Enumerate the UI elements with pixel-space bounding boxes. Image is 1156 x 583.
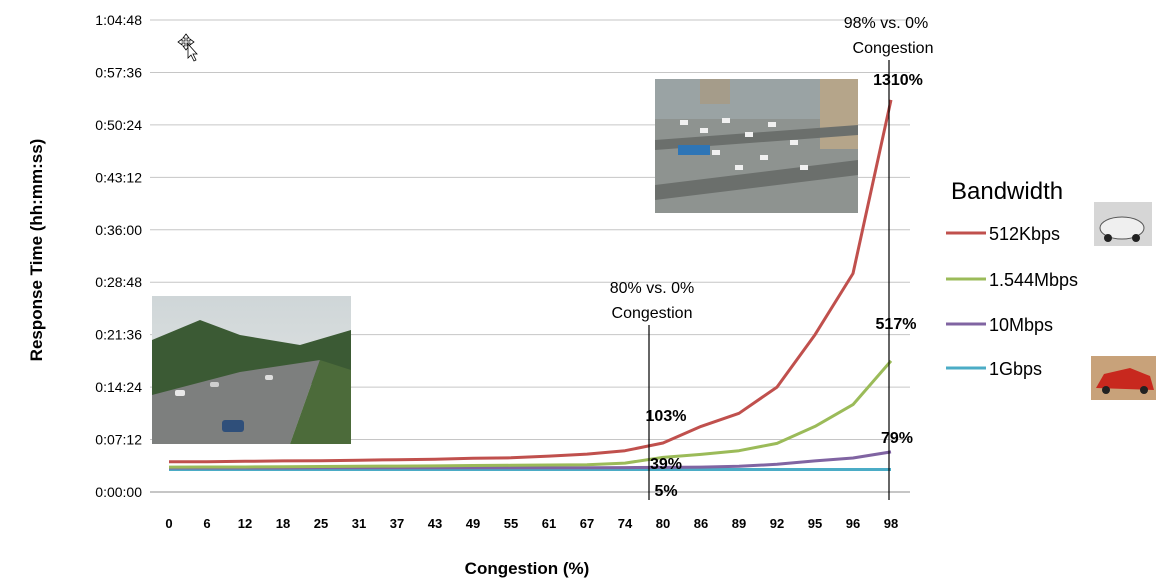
y-tick-label: 0:28:48 [95,274,142,290]
y-tick-label: 1:04:48 [95,12,142,28]
x-tick-label: 95 [808,516,822,531]
annotation-80-line2: Congestion [612,305,693,322]
pct-label-1544-80: 39% [650,456,682,473]
x-tick-label: 96 [846,516,860,531]
legend-label-1544mbps: 1.544Mbps [989,270,1078,290]
x-tick-label: 18 [276,516,290,531]
highway-open-photo [152,296,351,444]
annotation-80-line1: 80% vs. 0% [610,280,694,297]
highway-congested-photo [655,79,858,213]
y-tick-label: 0:57:36 [95,64,142,80]
y-tick-label: 0:36:00 [95,222,142,238]
x-tick-label: 89 [732,516,746,531]
legend-label-512kbps: 512Kbps [989,224,1060,244]
x-tick-label: 74 [618,516,633,531]
pct-label-1544-98: 517% [876,316,917,333]
x-tick-label: 37 [390,516,404,531]
x-tick-label: 98 [884,516,898,531]
x-tick-label: 12 [238,516,252,531]
legend-label-1gbps: 1Gbps [989,359,1042,379]
legend-label-10mbps: 10Mbps [989,315,1053,335]
x-tick-label: 0 [165,516,172,531]
legend: Bandwidth 512Kbps 1.544Mbps 10Mbps 1Gbps [946,178,1078,379]
sports-car-photo [1091,356,1156,400]
annotation-98-line1: 98% vs. 0% [844,15,928,32]
legend-title: Bandwidth [951,178,1063,205]
y-axis-ticks: 0:00:00 0:07:12 0:14:24 0:21:36 0:28:48 0:36:… [95,12,142,500]
x-axis-title: Congestion (%) [465,559,590,578]
x-tick-label: 31 [352,516,366,531]
y-tick-label: 0:21:36 [95,327,142,343]
x-tick-label: 61 [542,516,556,531]
pct-label-1g-80: 5% [654,483,677,500]
x-tick-label: 92 [770,516,784,531]
pct-label-512k-80: 103% [646,408,687,425]
vintage-car-photo [1094,202,1152,246]
x-tick-label: 80 [656,516,670,531]
x-tick-label: 43 [428,516,442,531]
pct-label-10m-98: 79% [881,430,913,447]
move-cursor-icon [178,34,197,61]
y-tick-label: 0:14:24 [95,379,142,395]
x-axis-ticks: 0 6 12 18 25 31 37 43 49 55 61 67 74 80 86 89 92 95 96 98 [165,516,898,531]
x-tick-label: 86 [694,516,708,531]
y-axis-title: Response Time (hh:mm:ss) [27,139,46,362]
x-tick-label: 55 [504,516,518,531]
x-tick-label: 6 [203,516,210,531]
pct-label-512k-98: 1310% [873,72,923,89]
y-tick-label: 0:50:24 [95,117,142,133]
annotation-98-line2: Congestion [853,40,934,57]
x-tick-label: 49 [466,516,480,531]
y-tick-label: 0:43:12 [95,169,142,185]
y-tick-label: 0:00:00 [95,484,142,500]
x-tick-label: 25 [314,516,328,531]
y-tick-label: 0:07:12 [95,432,142,448]
x-tick-label: 67 [580,516,594,531]
